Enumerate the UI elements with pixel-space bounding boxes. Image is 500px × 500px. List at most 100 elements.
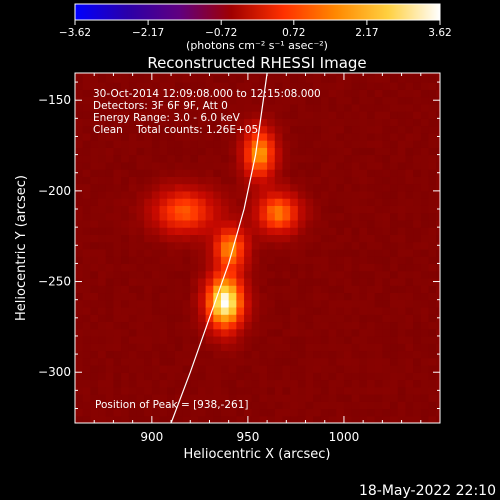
- heatmap-cell: [197, 270, 207, 279]
- heatmap-cell: [436, 183, 440, 192]
- heatmap-cell: [397, 408, 407, 417]
- heatmap-cell: [274, 401, 284, 410]
- heatmap-cell: [174, 263, 184, 272]
- heatmap-cell: [236, 118, 245, 127]
- heatmap-cell: [413, 74, 422, 83]
- heatmap-cell: [297, 248, 307, 257]
- heatmap-cell: [190, 118, 199, 127]
- heatmap-cell: [359, 198, 368, 206]
- heatmap-cell: [113, 190, 122, 199]
- heatmap-cell: [390, 74, 399, 83]
- heatmap-cell: [267, 350, 276, 359]
- heatmap-cell: [343, 270, 353, 279]
- heatmap-cell: [244, 379, 253, 388]
- heatmap-cell: [128, 314, 138, 323]
- heatmap-cell: [336, 73, 345, 76]
- heatmap-cell: [159, 241, 168, 250]
- heatmap-cell: [151, 277, 161, 286]
- heatmap-cell: [313, 335, 322, 344]
- heatmap-cell: [397, 176, 407, 185]
- heatmap-cell: [420, 393, 430, 402]
- heatmap-cell: [397, 328, 407, 337]
- heatmap-cell: [274, 241, 284, 250]
- heatmap-cell: [367, 73, 376, 76]
- heatmap-cell: [205, 270, 214, 279]
- heatmap-cell: [428, 96, 437, 105]
- heatmap-cell: [282, 393, 291, 402]
- heatmap-cell: [105, 140, 115, 148]
- heatmap-cell: [305, 350, 314, 359]
- heatmap-cell: [213, 256, 222, 265]
- heatmap-cell: [420, 306, 430, 315]
- heatmap-cell: [182, 219, 191, 228]
- heatmap-cell: [390, 103, 399, 112]
- heatmap-cell: [313, 154, 322, 163]
- heatmap-cell: [328, 169, 337, 177]
- heatmap-cell: [305, 299, 314, 308]
- heatmap-cell: [359, 234, 368, 243]
- heatmap-cell: [98, 408, 107, 417]
- heatmap-cell: [397, 190, 407, 199]
- heatmap-cell: [343, 335, 353, 344]
- heatmap-cell: [75, 161, 84, 170]
- heatmap-cell: [144, 147, 153, 156]
- heatmap-cell: [167, 401, 176, 410]
- heatmap-cell: [351, 256, 360, 265]
- heatmap-cell: [336, 205, 345, 214]
- heatmap-cell: [75, 306, 84, 315]
- heatmap-cell: [205, 103, 214, 112]
- heatmap-cell: [305, 386, 314, 395]
- heatmap-cell: [251, 169, 261, 177]
- heatmap-cell: [420, 212, 430, 221]
- heatmap-cell: [205, 227, 214, 235]
- heatmap-cell: [90, 372, 99, 381]
- heatmap-cell: [190, 401, 199, 410]
- heatmap-cell: [336, 125, 345, 134]
- heatmap-cell: [251, 277, 261, 286]
- heatmap-cell: [367, 372, 376, 381]
- heatmap-cell: [113, 379, 122, 388]
- heatmap-cell: [297, 343, 307, 352]
- heatmap-cell: [221, 82, 230, 90]
- heatmap-cell: [313, 401, 322, 410]
- heatmap-cell: [221, 277, 230, 286]
- heatmap-cell: [167, 350, 176, 359]
- heatmap-cell: [390, 263, 399, 272]
- heatmap-cell: [343, 248, 353, 257]
- heatmap-cell: [144, 103, 153, 112]
- heatmap-cell: [167, 314, 176, 323]
- heatmap-cell: [397, 256, 407, 265]
- heatmap-cell: [290, 219, 299, 228]
- heatmap-cell: [244, 299, 253, 308]
- heatmap-cell: [167, 161, 176, 170]
- heatmap-cell: [420, 103, 430, 112]
- heatmap-cell: [251, 372, 261, 381]
- heatmap-cell: [182, 364, 191, 373]
- heatmap-cell: [144, 292, 153, 301]
- heatmap-cell: [174, 321, 184, 330]
- heatmap-cell: [397, 212, 407, 221]
- heatmap-cell: [82, 350, 91, 359]
- heatmap-cell: [251, 321, 261, 330]
- heatmap-cell: [121, 364, 130, 373]
- heatmap-cell: [328, 386, 337, 395]
- heatmap-cell: [305, 292, 314, 301]
- heatmap-cell: [320, 393, 330, 402]
- heatmap-cell: [367, 132, 376, 141]
- heatmap-cell: [113, 183, 122, 192]
- heatmap-cell: [190, 132, 199, 141]
- heatmap-cell: [274, 89, 284, 98]
- heatmap-cell: [382, 190, 391, 199]
- heatmap-cell: [436, 103, 440, 112]
- heatmap-cell: [228, 111, 237, 119]
- heatmap-cell: [336, 415, 345, 423]
- heatmap-cell: [144, 190, 153, 199]
- heatmap-cell: [367, 190, 376, 199]
- heatmap-cell: [413, 350, 422, 359]
- heatmap-cell: [382, 74, 391, 83]
- heatmap-cell: [213, 96, 222, 105]
- heatmap-cell: [382, 415, 391, 423]
- heatmap-cell: [197, 306, 207, 315]
- heatmap-cell: [259, 321, 268, 330]
- heatmap-cell: [397, 140, 407, 148]
